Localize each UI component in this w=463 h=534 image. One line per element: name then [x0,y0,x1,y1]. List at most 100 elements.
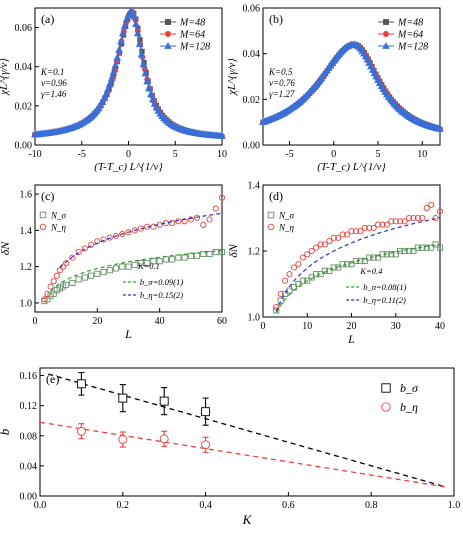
fit-line [50,249,223,292]
data-point [112,265,120,272]
data-point [141,69,150,77]
y-tick-label: 1.0 [20,298,33,309]
y-tick-label: 1.4 [20,226,33,237]
data-point [94,270,101,277]
data-point [69,254,76,261]
data-point [200,221,207,228]
panel-label: (a) [41,12,54,26]
data-point [159,434,169,444]
data-point [348,228,355,235]
series-N_η [273,201,444,311]
data-point [118,393,128,403]
y-axis-label: δN [226,243,240,258]
fit-legend-label: b_η=0.15(2) [140,290,183,300]
data-point [218,249,226,256]
data-point [344,261,351,268]
data-point [88,272,95,279]
data-point [41,296,48,303]
legend-marker [39,223,47,231]
series-M=128 [259,40,444,132]
data-point [111,61,120,69]
x-tick-label: 5 [173,149,178,160]
fit-legend-label: b_σ=0.09(1) [140,277,183,287]
data-point [169,256,176,263]
data-point [41,298,48,305]
data-point [313,244,320,251]
data-point [169,220,176,227]
data-point [335,264,342,271]
x-tick-label: -10 [28,149,41,160]
x-tick-label: 1.0 [448,500,461,511]
x-axis-label: K [242,512,253,527]
data-point [432,241,439,248]
data-point [181,254,188,261]
y-tick-label: 1.4 [248,181,261,192]
x-axis-label: L [124,327,132,341]
data-point [383,221,390,228]
data-point [392,218,399,225]
data-point [119,29,127,37]
data-point [218,194,226,201]
y-tick-label: 0.08 [20,431,38,442]
plot-frame [39,367,455,497]
legend-label: N_η [50,223,67,233]
data-point [135,39,144,47]
data-point [361,224,368,231]
fit-line [275,217,441,312]
data-point [106,234,113,241]
data-point [212,205,219,212]
data-point [50,278,57,285]
k-label: K=0.4 [359,266,383,276]
data-point [218,131,226,139]
data-point [375,254,382,261]
data-point [326,267,333,274]
data-point [304,277,311,284]
data-point [200,250,207,257]
y-axis-label: χL^{γ/ν} [226,58,238,96]
x-tick-label: 0 [33,316,38,327]
data-point [107,74,116,82]
data-point [436,244,444,251]
legend-label: b_η [400,400,418,414]
x-tick-label: 40 [435,321,445,332]
data-point [106,267,113,274]
data-point [344,231,351,238]
param-text: ν=0.76 [269,78,295,88]
param-text: ν=0.96 [41,78,67,88]
x-tick-label: 0.2 [117,500,130,511]
data-point [100,269,107,276]
data-point [419,214,426,222]
legend: M=48M=64M=128 [160,18,210,53]
data-point [144,259,151,267]
data-point [273,304,280,311]
data-point [370,224,377,231]
data-point [44,290,51,297]
data-point [321,241,329,248]
panel-label: (e) [46,372,59,386]
fit-line [48,373,446,488]
data-point [81,274,88,281]
legend-label: M=48 [179,18,205,29]
data-point [295,280,302,288]
panel-label: (d) [269,189,283,203]
data-point [125,229,132,236]
data-point [47,292,54,299]
data-point [113,53,122,61]
legend-label: N_σ [278,211,295,221]
data-point [405,214,413,222]
y-tick-label: 0.16 [20,371,38,382]
legend-marker [165,31,171,37]
data-point [392,251,399,258]
data-point [401,218,408,225]
data-point [405,247,413,255]
data-point [147,90,155,98]
data-point [397,218,404,225]
data-point [299,277,306,284]
x-tick-label: 0 [126,149,131,160]
data-point [313,271,320,278]
y-tick-label: 0.02 [15,101,33,112]
legend-marker [383,19,389,25]
data-point [145,84,153,92]
y-axis-label: b [0,428,12,435]
